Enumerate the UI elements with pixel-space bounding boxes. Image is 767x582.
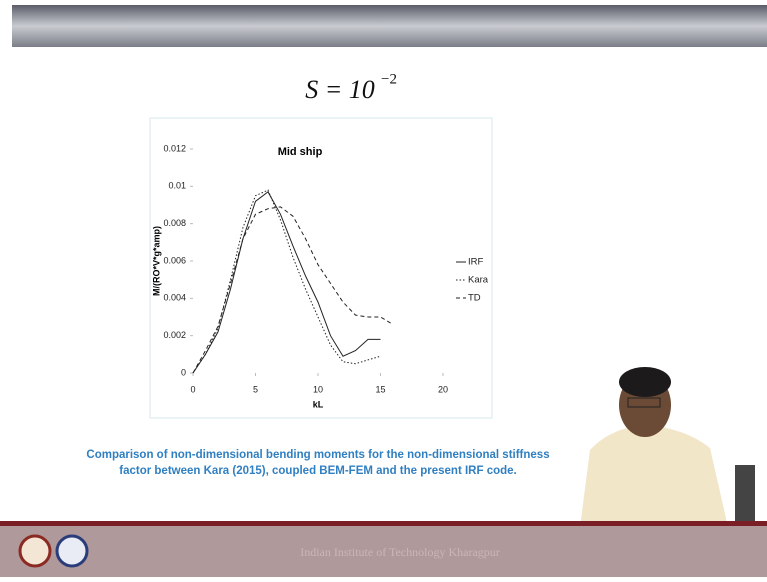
- x-tick-label: 5: [253, 384, 258, 394]
- top-banner: [12, 5, 767, 47]
- y-axis-label: M/(RO*V*g*amp): [151, 226, 161, 296]
- x-tick-label: 15: [375, 384, 385, 394]
- logo: [20, 536, 50, 566]
- y-tick-label: 0.01: [168, 181, 186, 191]
- slide-title: S = 10: [305, 75, 375, 104]
- legend-label: IRF: [468, 257, 484, 268]
- footer-text: Indian Institute of Technology Kharagpur: [300, 545, 500, 559]
- legend-label: TD: [468, 293, 481, 304]
- footer-line: [0, 521, 767, 526]
- caption: factor between Kara (2015), coupled BEM-…: [119, 465, 516, 477]
- x-tick-label: 10: [313, 384, 323, 394]
- x-tick-label: 20: [438, 384, 448, 394]
- slide: S = 10 −2 Comparison of non-dimensional …: [0, 0, 767, 577]
- hair: [619, 367, 671, 397]
- y-tick-label: 0.004: [163, 293, 186, 303]
- y-tick-label: 0.002: [163, 330, 186, 340]
- chair: [735, 465, 755, 525]
- legend-label: Kara: [468, 275, 489, 286]
- x-tick-label: 0: [190, 384, 195, 394]
- y-tick-label: 0.006: [163, 255, 186, 265]
- y-tick-label: 0.012: [163, 143, 186, 153]
- y-tick-label: 0: [181, 367, 186, 377]
- y-tick-label: 0.008: [163, 218, 186, 228]
- caption: Comparison of non-dimensional bending mo…: [86, 449, 549, 461]
- slide-title-exponent: −2: [381, 71, 397, 87]
- x-axis-label: kL: [313, 399, 324, 409]
- logo: [57, 536, 87, 566]
- chart-title: Mid ship: [278, 146, 323, 158]
